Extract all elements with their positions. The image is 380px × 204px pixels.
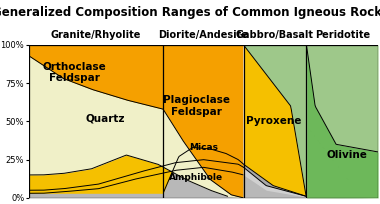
Text: Plagioclase
Feldspar: Plagioclase Feldspar — [163, 95, 230, 117]
Text: Quartz: Quartz — [86, 113, 125, 123]
Text: Amphibole: Amphibole — [169, 173, 223, 183]
Text: Generalized Composition Ranges of Common Igneous Rocks: Generalized Composition Ranges of Common… — [0, 6, 380, 19]
Text: Pyroxene: Pyroxene — [245, 116, 301, 126]
Text: Olivine: Olivine — [326, 150, 367, 160]
Text: Micas: Micas — [189, 143, 218, 152]
Text: Peridotite: Peridotite — [315, 30, 370, 40]
Text: Granite/Rhyolite: Granite/Rhyolite — [51, 30, 141, 40]
Text: Diorite/Andesite: Diorite/Andesite — [158, 30, 248, 40]
Text: Gabbro/Basalt: Gabbro/Basalt — [236, 30, 314, 40]
Text: Orthoclase
Feldspar: Orthoclase Feldspar — [42, 62, 106, 83]
